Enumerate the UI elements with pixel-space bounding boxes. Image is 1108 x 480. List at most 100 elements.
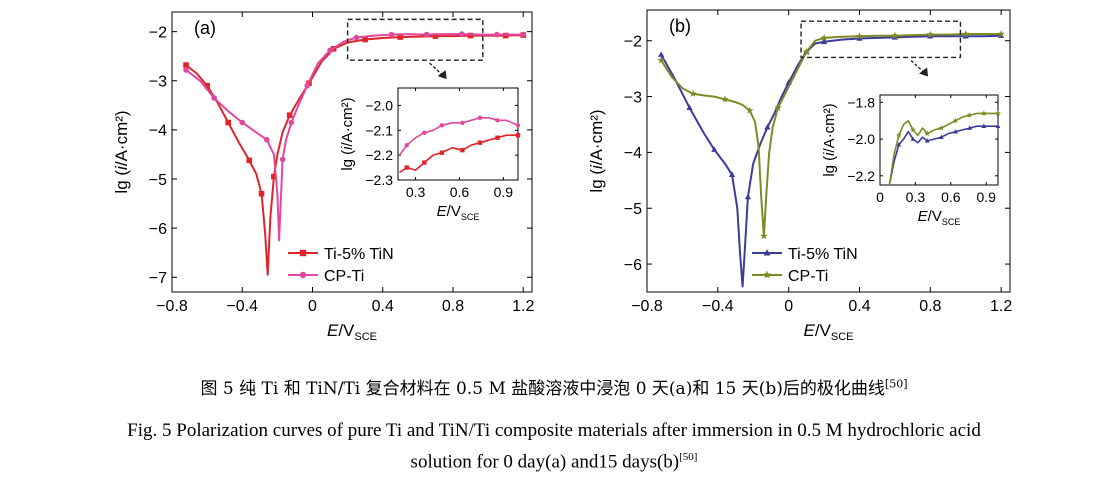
panel-b-series-point-1: [997, 30, 1005, 38]
panel-a-inset: 0.3 0.6 0.9 −2.3 −2.2 −2.1 −2.0 lg (i/A·cm²) E/V…: [339, 87, 521, 222]
panel-b-inset-xtick-label: 0: [876, 189, 884, 205]
panel-b-series-point-0: [658, 51, 665, 57]
panel-a-legend-label: CP-Ti: [324, 268, 364, 285]
panel-a-inset-series-point-1: [460, 120, 465, 126]
panel-a-series-point-0: [467, 32, 474, 39]
panel-b-inset-series-point-1: [980, 110, 987, 116]
panel-b-series-point-1: [689, 89, 697, 97]
panel-b-zoom-box: [800, 20, 962, 59]
panel-a-series-point-1: [327, 47, 333, 54]
panel-b-inset-xtick-label: 0.6: [941, 189, 961, 205]
panel-b-xtick-label: 0: [784, 298, 793, 315]
panel-a-inset-frame: [397, 87, 519, 181]
panel-a-series-point-0: [362, 36, 368, 43]
panel-b-inset-series-point-0: [967, 125, 973, 130]
panel-b-xtick-label: −0.4: [702, 298, 734, 315]
panel-b-inset-series-point-1: [924, 130, 931, 137]
caption-chinese: 图 5 纯 Ti 和 TiN/Ti 复合材料在 0.5 M 盐酸溶液中浸泡 0 …: [0, 374, 1108, 399]
panel-b-legend-marker: [763, 249, 771, 256]
panel-a-ytick-label: −5: [149, 172, 167, 189]
panel-b-inset-xtick-label: 0.3: [906, 189, 926, 205]
panel-a-series-point-1: [423, 31, 430, 38]
panel-b-legend-label: CP-Ti: [788, 268, 828, 285]
panel-b-series-point-0: [728, 171, 736, 177]
panel-b-inset-xtick-label: 0.9: [976, 189, 996, 205]
panel-b-series-point-0: [856, 35, 863, 41]
panel-a-series-point-0: [397, 34, 404, 40]
panel-b-series-point-0: [686, 104, 693, 110]
caption-chinese-ref: [50]: [884, 377, 908, 391]
panel-b-inset: 0 0.3 0.6 0.9 −2.2 −2.0 −1.8 lg (i/A·cm²) E/VSCE: [821, 94, 1001, 227]
panel-b-inset-series-point-0: [981, 123, 987, 128]
panel-a-series-point-0: [246, 157, 253, 164]
panel-a-inset-series-point-0: [515, 133, 521, 138]
panel-a-zoom-box: [346, 18, 484, 61]
panel-a-series-point-1: [183, 67, 189, 73]
panel-a-series-point-1: [304, 82, 311, 89]
panel-b-inset-ytick-label: −1.8: [847, 94, 875, 110]
panel-b-inset-ytick-label: −2.0: [847, 131, 875, 147]
panel-a-inset-xtick-label: 0.6: [450, 184, 470, 200]
panel-a-legend-marker: [299, 249, 307, 257]
panel-b-series-point-1: [721, 95, 729, 103]
panel-a-series-point-1: [264, 136, 270, 143]
panel-a-inset-xtick-label: 0.9: [494, 184, 514, 200]
panel-b-ylabel: lg (i/A·cm²): [587, 109, 606, 192]
panel-a-xlabel: E/VSCE: [327, 321, 377, 343]
panel-b-inset-series-point-1: [995, 110, 1001, 116]
panel-b-series-point-1: [855, 32, 864, 40]
panel-b-series-line-1: [660, 33, 1002, 238]
panel-b-inset-series-line-0: [888, 125, 998, 186]
panel-a-series-point-1: [279, 156, 286, 163]
panel-a-inset-xtick-label: 0.3: [406, 184, 426, 200]
panel-a-xtick-label: −0.8: [156, 298, 188, 315]
panel-a-ytick-label: −3: [149, 74, 167, 91]
panel-b-inset-series-point-0: [924, 138, 930, 143]
panel-a-series-point-1: [288, 119, 295, 126]
panel-a-series-point-0: [225, 119, 231, 126]
panel-b-inset-xlabel: E/VSCE: [918, 208, 961, 227]
panel-a-series-point-1: [494, 31, 500, 38]
panel-b-inset-series-point-1: [910, 126, 916, 133]
panel-a-series-point-1: [388, 31, 395, 38]
panel-b-inset-series-point-1: [938, 125, 945, 131]
panel-b-legend-marker: [762, 270, 772, 279]
panel-b-series-point-1: [820, 34, 828, 42]
panel-b-inset-ylabel: lg (i/A·cm²): [821, 103, 838, 176]
panel-a-zoom-arrow: [429, 62, 443, 75]
panel-b-series-point-0: [820, 38, 828, 45]
panel-b-series-point-0: [764, 123, 771, 130]
panel-b-inset-series-point-0: [910, 136, 916, 141]
panel-a-inset-ytick-label: −2.3: [365, 172, 393, 188]
panel-a-ylabel: lg (i/A·cm²): [112, 110, 131, 193]
panel-a-inset-series-point-1: [422, 130, 427, 135]
panel-b-series-point-1: [746, 106, 754, 114]
panel-b-label: (b): [669, 16, 691, 36]
panel-a-xtick-label: 0.4: [372, 298, 394, 315]
panel-b-zoom-arrowhead: [919, 67, 929, 77]
caption-english-line1: Fig. 5 Polarization curves of pure Ti an…: [127, 420, 981, 441]
panel-b-series-point-1: [802, 48, 811, 56]
caption-english: Fig. 5 Polarization curves of pure Ti an…: [6, 418, 1102, 475]
panel-b-ytick-label: −6: [624, 257, 642, 274]
panel-b-inset-series-point-0: [953, 129, 958, 134]
panel-b-ytick-label: −2: [624, 33, 642, 50]
panel-b-inset-ytick-label: −2.2: [847, 168, 875, 184]
panel-a-xtick-label: 1.2: [512, 298, 534, 315]
panel-b-ytick-label: −5: [624, 201, 642, 218]
panel-b-series-point-0: [711, 146, 718, 152]
panel-a-xtick-label: 0.8: [442, 298, 464, 315]
panel-b-inset-series-point-0: [995, 123, 1001, 128]
panel-b-series-point-1: [891, 31, 899, 39]
panel-b-xtick-label: 1.2: [990, 298, 1012, 315]
panel-b-xtick-label: 0.4: [848, 298, 870, 315]
panel-b-inset-series-line-1: [888, 112, 998, 186]
panel-a-series-point-1: [520, 31, 527, 38]
panel-b-inset-series-point-0: [896, 141, 902, 147]
panel-a-inset-xlabel: E/VSCE: [437, 203, 480, 222]
panel-b-zoom-arrow: [910, 59, 924, 72]
panel-b-series-point-1: [657, 56, 665, 64]
panel-a-ytick-label: −7: [149, 270, 167, 287]
panel-b-inset-series-point-1: [952, 117, 959, 124]
panel-b-xlabel: E/VSCE: [803, 321, 853, 343]
